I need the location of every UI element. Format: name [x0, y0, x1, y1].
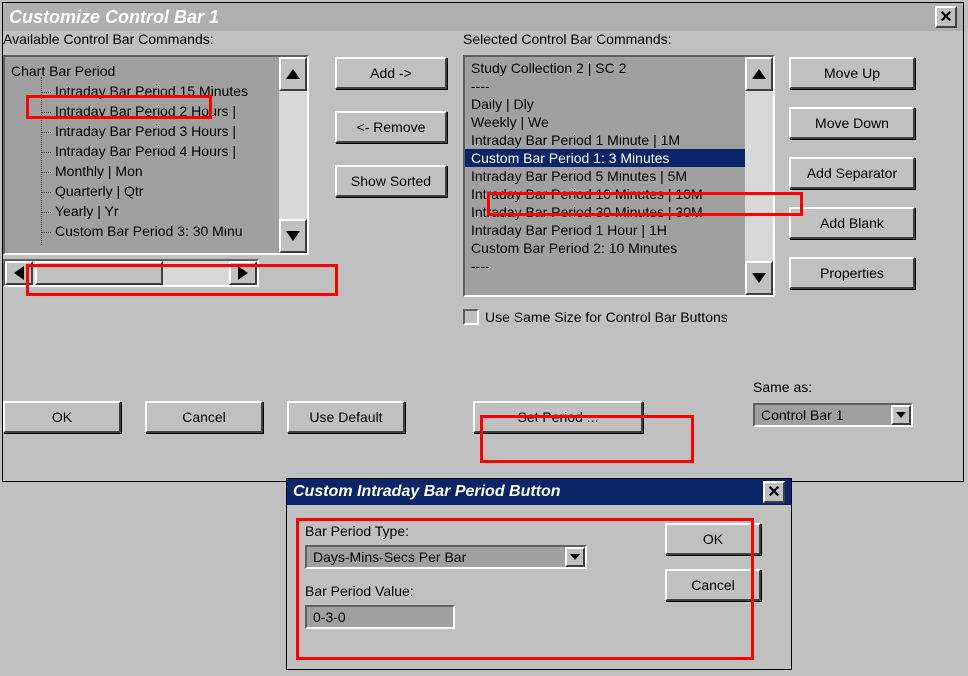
sub-titlebar: Custom Intraday Bar Period Button ✕ [287, 479, 791, 505]
cancel-button[interactable]: Cancel [145, 401, 263, 433]
tree-root[interactable]: Chart Bar Period [5, 61, 307, 81]
show-sorted-button[interactable]: Show Sorted [335, 165, 447, 197]
list-item[interactable]: Custom Bar Period 1: 3 Minutes [465, 149, 773, 167]
remove-button[interactable]: <- Remove [335, 111, 447, 143]
tree-vscroll[interactable] [279, 57, 307, 253]
add-separator-button[interactable]: Add Separator [789, 157, 915, 189]
same-as-dropdown[interactable]: Control Bar 1 [753, 403, 913, 427]
move-down-button[interactable]: Move Down [789, 107, 915, 139]
sub-cancel-button[interactable]: Cancel [665, 569, 761, 601]
ok-button[interactable]: OK [3, 401, 121, 433]
period-type-label: Bar Period Type: [305, 523, 587, 539]
tree-item[interactable]: Intraday Bar Period 2 Hours | [5, 101, 307, 121]
list-item[interactable]: Weekly | We [465, 113, 773, 131]
properties-button[interactable]: Properties [789, 257, 915, 289]
main-titlebar: Customize Control Bar 1 ✕ [3, 3, 963, 31]
scroll-up-icon[interactable] [745, 57, 773, 91]
sub-title: Custom Intraday Bar Period Button [293, 483, 561, 501]
scroll-right-icon[interactable] [229, 261, 257, 285]
scroll-left-icon[interactable] [5, 261, 33, 285]
customize-control-bar-window: Customize Control Bar 1 ✕ Available Cont… [2, 2, 964, 482]
selected-label: Selected Control Bar Commands: [463, 31, 775, 47]
list-item[interactable]: Daily | Dly [465, 95, 773, 113]
list-item[interactable]: Custom Bar Period 2: 10 Minutes [465, 239, 773, 257]
list-item[interactable]: Study Collection 2 | SC 2 [465, 59, 773, 77]
same-size-checkbox[interactable] [463, 309, 479, 325]
available-commands-tree[interactable]: Chart Bar Period Intraday Bar Period 15 … [3, 55, 309, 255]
tree-item[interactable]: Quarterly | Qtr [5, 181, 307, 201]
hscroll-thumb[interactable] [35, 261, 163, 285]
list-item[interactable]: Intraday Bar Period 30 Minutes | 30M [465, 203, 773, 221]
scroll-down-icon[interactable] [745, 261, 773, 295]
tree-item[interactable]: Intraday Bar Period 15 Minutes [5, 81, 307, 101]
tree-item[interactable]: Intraday Bar Period 4 Hours | [5, 141, 307, 161]
chevron-down-icon[interactable] [565, 547, 585, 567]
period-value-input[interactable]: 0-3-0 [305, 605, 455, 629]
tree-item[interactable]: Custom Bar Period 3: 30 Minu [5, 221, 307, 241]
same-as-label: Same as: [753, 379, 913, 395]
add-button[interactable]: Add -> [335, 57, 447, 89]
tree-item[interactable]: Yearly | Yr [5, 201, 307, 221]
sub-ok-button[interactable]: OK [665, 523, 761, 555]
period-type-dropdown[interactable]: Days-Mins-Secs Per Bar [305, 545, 587, 569]
tree-hscroll[interactable] [3, 259, 259, 287]
selected-commands-list[interactable]: Study Collection 2 | SC 2----Daily | Dly… [463, 55, 775, 297]
main-title: Customize Control Bar 1 [9, 7, 219, 28]
add-blank-button[interactable]: Add Blank [789, 207, 915, 239]
same-as-value: Control Bar 1 [755, 407, 891, 423]
chevron-down-icon[interactable] [891, 405, 911, 425]
tree-item[interactable]: Monthly | Mon [5, 161, 307, 181]
move-up-button[interactable]: Move Up [789, 57, 915, 89]
list-item[interactable]: Intraday Bar Period 1 Hour | 1H [465, 221, 773, 239]
list-item[interactable]: Intraday Bar Period 5 Minutes | 5M [465, 167, 773, 185]
scroll-down-icon[interactable] [279, 219, 307, 253]
same-size-label: Use Same Size for Control Bar Buttons [485, 309, 728, 325]
list-item[interactable]: ---- [465, 77, 773, 95]
close-icon[interactable]: ✕ [935, 6, 957, 28]
custom-bar-period-window: Custom Intraday Bar Period Button ✕ Bar … [286, 478, 792, 670]
available-label: Available Control Bar Commands: [3, 31, 309, 47]
list-item[interactable]: ---- [465, 257, 773, 275]
tree-item[interactable]: Intraday Bar Period 3 Hours | [5, 121, 307, 141]
set-period-button[interactable]: Set Period ... [473, 401, 643, 433]
list-item[interactable]: Intraday Bar Period 1 Minute | 1M [465, 131, 773, 149]
list-vscroll[interactable] [745, 57, 773, 295]
scroll-up-icon[interactable] [279, 57, 307, 91]
period-value-label: Bar Period Value: [305, 583, 587, 599]
use-default-button[interactable]: Use Default [287, 401, 405, 433]
list-item[interactable]: Intraday Bar Period 10 Minutes | 10M [465, 185, 773, 203]
close-icon[interactable]: ✕ [763, 481, 785, 503]
period-type-value: Days-Mins-Secs Per Bar [307, 549, 565, 565]
